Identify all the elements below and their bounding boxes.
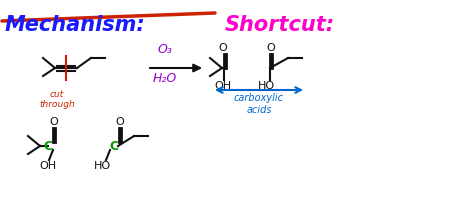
- Text: O: O: [266, 43, 275, 53]
- Text: H₂O: H₂O: [153, 72, 177, 85]
- Text: HO: HO: [93, 161, 110, 171]
- Text: OH: OH: [39, 161, 56, 171]
- Text: Mechanism:: Mechanism:: [5, 15, 146, 35]
- Text: carboxylic
acids: carboxylic acids: [234, 93, 284, 115]
- Text: cut
through: cut through: [39, 90, 75, 109]
- Text: C: C: [44, 140, 53, 152]
- Text: O: O: [116, 117, 124, 127]
- Text: O: O: [219, 43, 228, 53]
- Text: C: C: [109, 140, 118, 152]
- Text: O: O: [50, 117, 58, 127]
- Text: HO: HO: [257, 81, 274, 91]
- Text: OH: OH: [214, 81, 232, 91]
- Text: Shortcut:: Shortcut:: [225, 15, 335, 35]
- Text: O₃: O₃: [157, 43, 173, 56]
